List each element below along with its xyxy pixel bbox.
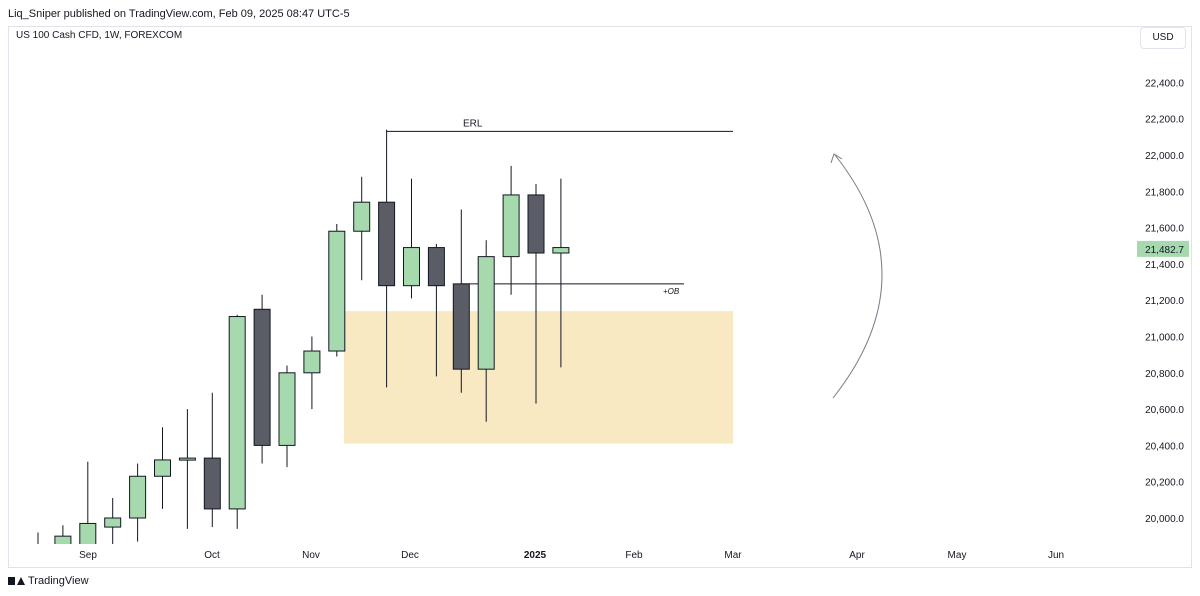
- y-tick-label: 21,400.0: [1145, 260, 1184, 271]
- x-tick-label: Mar: [724, 550, 742, 561]
- y-tick-label: 20,000.0: [1145, 514, 1184, 525]
- x-tick-label: May: [948, 550, 967, 561]
- candle-body[interactable]: [378, 201, 396, 287]
- y-tick-label: 21,000.0: [1145, 333, 1184, 344]
- candle-body[interactable]: [228, 316, 246, 510]
- arrow-head-icon: [830, 153, 843, 164]
- x-tick-label: Apr: [849, 550, 865, 561]
- projection-arrow[interactable]: [832, 154, 883, 399]
- current-price-badge: [1137, 240, 1189, 257]
- x-tick-label: 2025: [524, 550, 547, 561]
- symbol-title[interactable]: US 100 Cash CFD, 1W, FOREXCOM: [16, 30, 183, 41]
- x-tick-label: Dec: [401, 550, 419, 561]
- y-tick-label: 21,600.0: [1145, 224, 1184, 235]
- tradingview-logo-icon: [8, 576, 25, 586]
- candle-body[interactable]: [30, 547, 46, 565]
- plot-area[interactable]: [30, 129, 733, 591]
- footer-brand[interactable]: TradingView: [8, 575, 89, 587]
- y-tick-label: 22,000.0: [1145, 151, 1184, 162]
- y-tick-label: 22,200.0: [1145, 115, 1184, 126]
- y-tick-label: 20,200.0: [1145, 478, 1184, 489]
- y-tick-label: 21,800.0: [1145, 187, 1184, 198]
- candle-body[interactable]: [54, 535, 72, 558]
- y-tick-label: 20,800.0: [1145, 369, 1184, 380]
- candle-body[interactable]: [403, 247, 420, 287]
- candle-body[interactable]: [502, 194, 520, 258]
- x-tick-label: Nov: [302, 550, 320, 561]
- candle-body[interactable]: [129, 475, 147, 519]
- current-price-label: 21,482.7: [1145, 245, 1184, 256]
- y-tick-label: 20,600.0: [1145, 405, 1184, 416]
- candle-body[interactable]: [104, 517, 122, 528]
- candle-body[interactable]: [452, 283, 470, 370]
- x-tick-label: Jun: [1048, 550, 1064, 561]
- x-tick-label: Oct: [204, 550, 220, 561]
- candle-body[interactable]: [278, 372, 296, 446]
- candle-body[interactable]: [178, 457, 196, 461]
- candle-body[interactable]: [79, 522, 97, 545]
- y-tick-label: 22,400.0: [1145, 78, 1184, 89]
- currency-selector[interactable]: USD: [1140, 27, 1186, 49]
- candle-body[interactable]: [203, 457, 221, 510]
- candle-body[interactable]: [477, 256, 495, 370]
- publisher-header: Liq_Sniper published on TradingView.com,…: [8, 8, 350, 20]
- candle-body[interactable]: [552, 247, 570, 254]
- candle-body[interactable]: [253, 308, 271, 446]
- candle-body[interactable]: [353, 201, 371, 232]
- ob-label: +OB: [663, 287, 680, 296]
- y-tick-label: 21,200.0: [1145, 296, 1184, 307]
- chart-frame: [8, 26, 1192, 568]
- x-tick-label: Sep: [79, 550, 97, 561]
- footer-brand-label: TradingView: [28, 575, 89, 587]
- candle-body[interactable]: [527, 194, 545, 254]
- y-tick-label: 20,400.0: [1145, 441, 1184, 452]
- candle-body[interactable]: [303, 350, 321, 374]
- order-block-zone: [344, 311, 733, 444]
- candle-body[interactable]: [154, 459, 171, 477]
- erl-label: ERL: [463, 118, 483, 129]
- x-tick-label: Feb: [625, 550, 643, 561]
- candle-body[interactable]: [427, 247, 445, 287]
- candle-body[interactable]: [328, 230, 346, 352]
